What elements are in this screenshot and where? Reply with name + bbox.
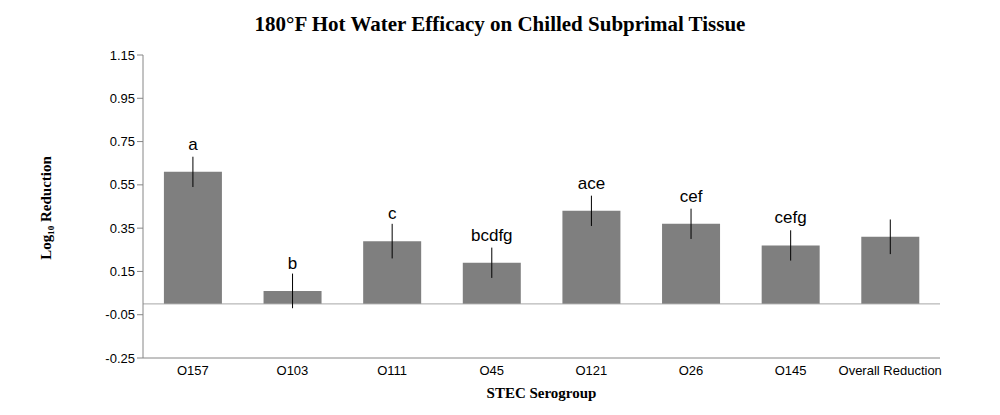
svg-text:0.95: 0.95 (110, 91, 135, 106)
svg-text:-0.25: -0.25 (105, 351, 135, 366)
svg-text:b: b (288, 254, 297, 273)
svg-text:O45: O45 (479, 363, 504, 378)
svg-text:a: a (188, 135, 198, 154)
svg-text:0.75: 0.75 (110, 134, 135, 149)
svg-text:c: c (388, 204, 397, 223)
svg-text:-0.05: -0.05 (105, 307, 135, 322)
svg-text:O145: O145 (775, 363, 807, 378)
svg-text:O111: O111 (377, 363, 407, 378)
svg-text:O121: O121 (575, 363, 607, 378)
svg-text:0.55: 0.55 (110, 177, 135, 192)
svg-text:O26: O26 (679, 363, 704, 378)
svg-text:O157: O157 (177, 363, 209, 378)
svg-text:1.15: 1.15 (110, 48, 135, 63)
svg-text:0.15: 0.15 (110, 264, 135, 279)
html-text:180°F Hot Water Efficacy on Ch: 180°F Hot Water Efficacy on Chilled Subp… (254, 12, 746, 36)
svg-text:0.35: 0.35 (110, 221, 135, 236)
svg-text:O103: O103 (277, 363, 309, 378)
svg-text:STEC Serogroup: STEC Serogroup (487, 385, 597, 401)
svg-text:bcdfg: bcdfg (471, 226, 513, 245)
html-text:Log₁₀ Reduction: Log₁₀ Reduction (37, 156, 54, 260)
svg-text:cef: cef (680, 187, 703, 206)
svg-text:cefg: cefg (775, 208, 807, 227)
svg-text:ace: ace (578, 174, 605, 193)
svg-text:Overall Reduction: Overall Reduction (839, 363, 942, 378)
